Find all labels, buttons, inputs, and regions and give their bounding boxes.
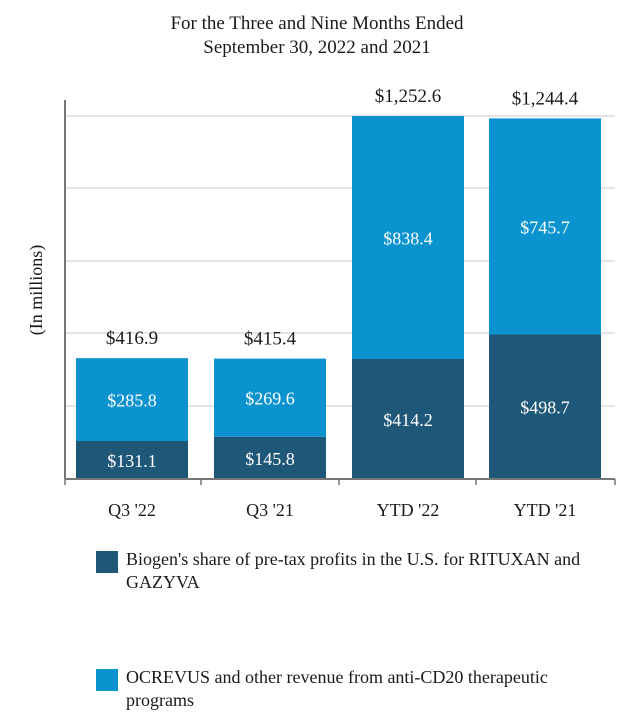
- bar-value-label: $269.6: [245, 389, 295, 409]
- bar-total-label: $416.9: [106, 328, 158, 349]
- bar-value-label: $145.8: [245, 449, 295, 469]
- bars: [76, 116, 601, 479]
- bar-value-label: $285.8: [107, 391, 157, 411]
- bar-value-label: $745.7: [520, 217, 570, 237]
- legend-label-biogen-share: Biogen's share of pre-tax profits in the…: [126, 549, 581, 592]
- bar-total-label: $1,252.6: [375, 86, 442, 107]
- labels: $131.1 $285.8 $416.9 Q3 '22 $145.8 $269.6 $415…: [106, 86, 579, 520]
- bar-value-label: $498.7: [520, 398, 570, 418]
- x-tick-label: Q3 '21: [246, 500, 294, 520]
- x-tick-label: Q3 '22: [108, 500, 156, 520]
- chart-title-line-2: September 30, 2022 and 2021: [203, 37, 431, 58]
- chart-title-line-1: For the Three and Nine Months Ended: [170, 13, 464, 34]
- legend-item-ocrevus: OCREVUS and other revenue from anti-CD20…: [96, 666, 606, 712]
- bar-chart: $131.1 $285.8 $416.9 Q3 '22 $145.8 $269.6 $415…: [26, 86, 616, 520]
- bar-segment: [352, 116, 464, 359]
- legend-swatch-biogen-share: [96, 551, 118, 573]
- bar-value-label: $414.2: [383, 410, 433, 430]
- chart-title: For the Three and Nine Months Ended Sept…: [0, 12, 634, 60]
- axes: [64, 100, 616, 485]
- bar-total-label: $415.4: [244, 329, 297, 350]
- bar-segment: [214, 358, 326, 437]
- bar-segment: [76, 441, 188, 479]
- bar-segment: [352, 358, 464, 479]
- bar-total-label: $1,244.4: [512, 88, 579, 109]
- legend-label-ocrevus: OCREVUS and other revenue from anti-CD20…: [126, 667, 548, 710]
- bar-segment: [214, 436, 326, 479]
- bar-value-label: $131.1: [107, 451, 157, 471]
- bar-segment: [76, 358, 188, 442]
- x-tick-label: YTD '21: [514, 500, 577, 520]
- legend-swatch-ocrevus: [96, 669, 118, 691]
- legend-item-biogen-share: Biogen's share of pre-tax profits in the…: [96, 548, 606, 594]
- x-tick-label: YTD '22: [377, 500, 440, 520]
- bar-value-label: $838.4: [383, 228, 433, 248]
- y-axis-label: (In millions): [26, 245, 47, 336]
- bar-segment: [489, 118, 601, 335]
- bar-segment: [489, 334, 601, 479]
